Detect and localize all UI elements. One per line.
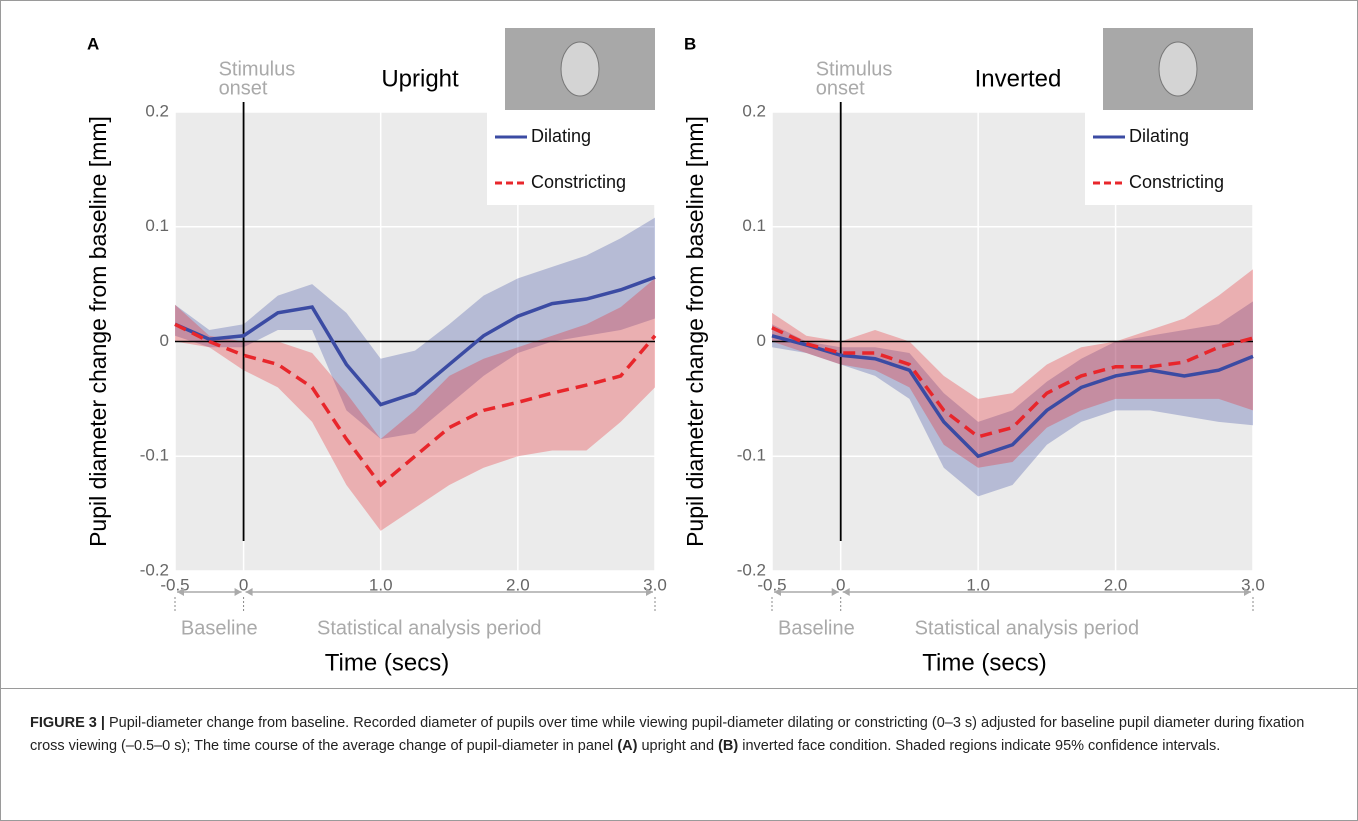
caption-text: Pupil-diameter change from baseline. Rec… [30,715,1305,754]
series-line [771,326,1254,439]
y-axis-label: Pupil diameter change from baseline [mm] [682,116,708,547]
series-line [174,322,657,488]
y-tick-label: -0.1 [737,446,766,465]
y-tick-label: 0.2 [742,101,766,120]
caption-label: FIGURE 3 | [30,715,105,731]
period-label: Baseline [181,617,258,639]
legend-label: Dilating [1129,126,1189,146]
y-tick-label: -0.1 [140,446,169,465]
x-tick-label: 2.0 [506,575,530,594]
chart-title: Inverted [975,65,1062,92]
x-tick-label: 3.0 [643,575,667,594]
x-tick-label: 0 [836,575,845,594]
y-tick-label: 0.2 [145,101,169,120]
series-line [174,275,656,407]
annotation: Stimulus [219,58,296,80]
legend-label: Constricting [531,172,626,192]
series-line [771,334,1254,459]
x-axis-label: Time (secs) [325,649,449,676]
legend-box [1085,112,1253,205]
caption-text: (B) [718,738,739,754]
legend-box [487,112,655,205]
caption-text: inverted face condition. Shaded regions … [738,738,1221,754]
confidence-band [772,269,1253,468]
caption-text: upright and [637,738,719,754]
annotation: Stimulus [816,58,893,80]
x-tick-label: 3.0 [1241,575,1265,594]
panel: -0.2-0.100.10.2-0.5 0 1.0 2.0 3.0DilatingCon… [682,28,1265,676]
y-tick-label: -0.2 [737,560,766,579]
panel-label: A [87,34,99,53]
x-axis-label: Time (secs) [922,649,1046,676]
legend-label: Dilating [531,126,591,146]
legend-label: Constricting [1129,172,1224,192]
face-icon [1158,41,1198,97]
panel: -0.2-0.100.10.2-0.5 0 1.0 2.0 3.0DilatingCon… [85,28,667,676]
y-tick-label: 0.1 [145,216,169,235]
y-tick-label: 0 [757,331,766,350]
y-axis-label: Pupil diameter change from baseline [mm] [85,116,111,547]
annotation: onset [816,77,865,99]
confidence-band [772,301,1253,497]
figure: -0.2-0.100.10.2-0.5 0 1.0 2.0 3.0DilatingCon… [85,28,1265,676]
confidence-band [175,217,655,440]
caption-text: (A) [617,738,638,754]
panel-label: B [684,34,696,53]
x-tick-label: 1.0 [966,575,990,594]
face-icon [560,41,600,97]
x-tick-label: 2.0 [1104,575,1128,594]
caption: FIGURE 3 | Pupil-diameter change from ba… [30,712,1330,758]
period-label: Statistical analysis period [317,617,542,639]
y-tick-label: -0.2 [140,560,169,579]
x-tick-label: 1.0 [369,575,393,594]
x-tick-label: 0 [239,575,248,594]
period-label: Statistical analysis period [915,617,1140,639]
arrow-head [774,588,839,596]
separator [0,688,1358,689]
arrow-head [177,588,242,596]
period-label: Baseline [778,617,855,639]
y-tick-label: 0.1 [742,216,766,235]
y-tick-label: 0 [160,331,169,350]
chart-title: Upright [381,65,459,92]
annotation: onset [219,77,268,99]
